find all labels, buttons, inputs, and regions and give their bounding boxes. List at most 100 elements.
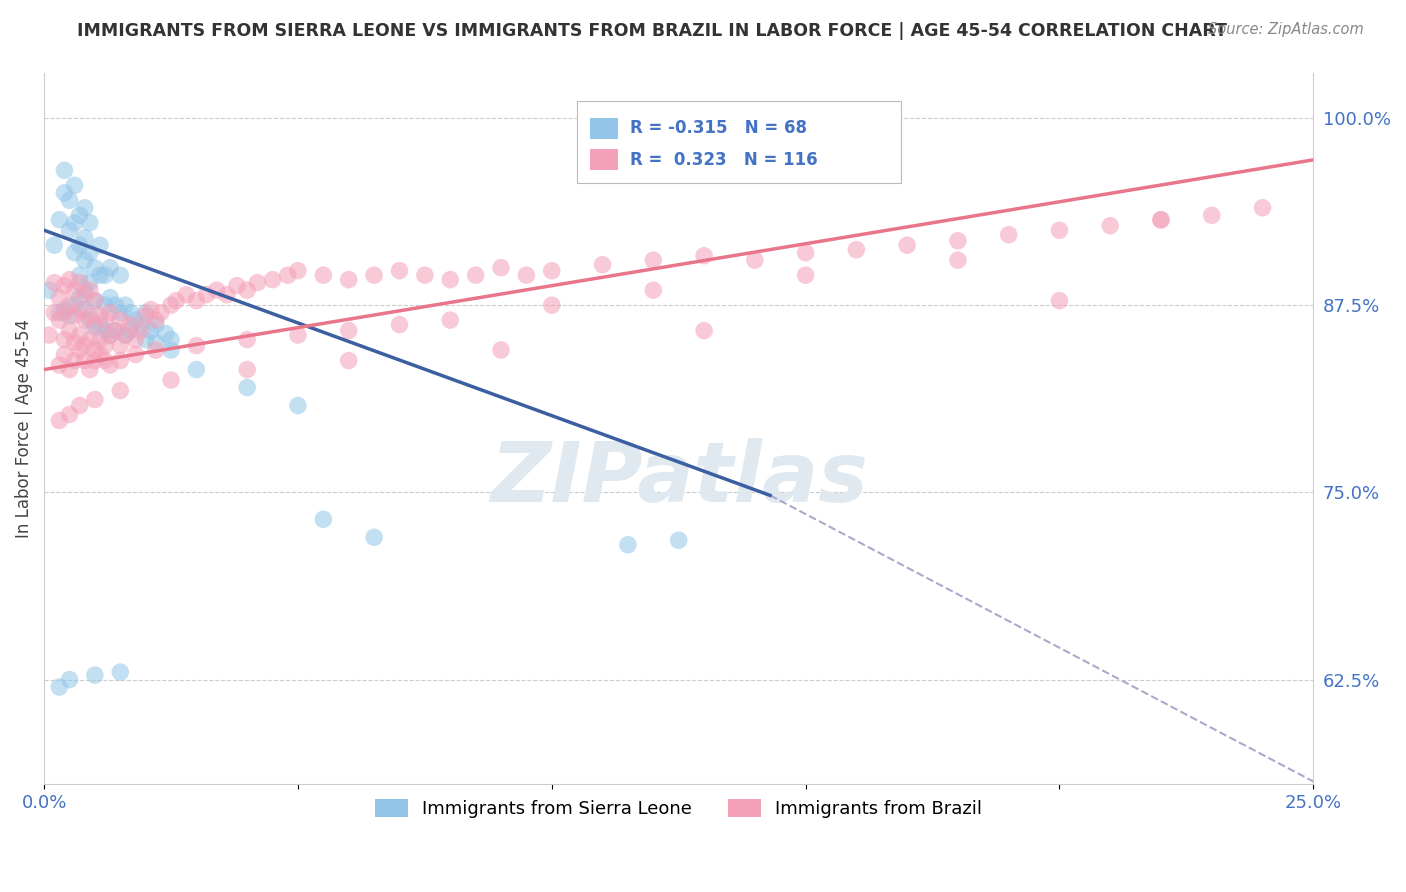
Point	[110, 268, 132, 282]
Point	[104, 324, 127, 338]
Point	[643, 253, 665, 268]
Point	[277, 268, 299, 282]
Point	[94, 353, 117, 368]
Point	[160, 298, 183, 312]
Point	[98, 328, 121, 343]
Point	[44, 276, 66, 290]
Point	[1251, 201, 1274, 215]
Point	[83, 293, 105, 308]
Point	[1049, 223, 1071, 237]
Point	[337, 324, 360, 338]
Point	[94, 268, 117, 282]
Point	[73, 283, 96, 297]
Point	[794, 268, 817, 282]
Text: ZIPatlas: ZIPatlas	[489, 438, 868, 519]
Point	[98, 291, 121, 305]
Point	[388, 318, 411, 332]
Point	[83, 293, 105, 308]
Legend: Immigrants from Sierra Leone, Immigrants from Brazil: Immigrants from Sierra Leone, Immigrants…	[368, 791, 990, 825]
Point	[83, 320, 105, 334]
Point	[89, 347, 111, 361]
Point	[94, 338, 117, 352]
Point	[98, 358, 121, 372]
Point	[63, 335, 86, 350]
Point	[69, 399, 91, 413]
Point	[165, 293, 187, 308]
Point	[44, 238, 66, 252]
Point	[58, 194, 80, 208]
Point	[98, 305, 121, 319]
Point	[129, 318, 152, 332]
Point	[1150, 212, 1173, 227]
Point	[53, 278, 76, 293]
Point	[160, 343, 183, 357]
Point	[98, 260, 121, 275]
Point	[195, 287, 218, 301]
Point	[129, 324, 152, 338]
Point	[53, 186, 76, 200]
Point	[83, 353, 105, 368]
Point	[79, 245, 101, 260]
Point	[48, 413, 70, 427]
Point	[58, 408, 80, 422]
Point	[540, 263, 562, 277]
Point	[186, 338, 208, 352]
Point	[287, 263, 309, 277]
Point	[83, 392, 105, 407]
Bar	[576, 102, 901, 183]
Text: R =  0.323   N = 116: R = 0.323 N = 116	[630, 151, 818, 169]
Point	[668, 533, 690, 548]
Point	[337, 353, 360, 368]
Point	[79, 313, 101, 327]
Point	[58, 362, 80, 376]
Point	[120, 324, 142, 338]
Point	[83, 668, 105, 682]
Point	[69, 208, 91, 222]
Point	[63, 178, 86, 193]
Point	[58, 673, 80, 687]
Point	[160, 373, 183, 387]
Point	[63, 298, 86, 312]
Point	[246, 276, 269, 290]
Point	[69, 343, 91, 357]
Point	[124, 333, 146, 347]
Point	[236, 283, 259, 297]
Point	[215, 287, 238, 301]
Point	[69, 328, 91, 343]
Point	[79, 309, 101, 323]
Point	[38, 328, 60, 343]
Text: R = -0.315   N = 68: R = -0.315 N = 68	[630, 120, 807, 137]
Point	[89, 318, 111, 332]
Point	[58, 273, 80, 287]
Point	[592, 258, 614, 272]
Point	[693, 324, 716, 338]
Point	[946, 234, 969, 248]
Point	[53, 305, 76, 319]
Point	[693, 249, 716, 263]
Point	[53, 163, 76, 178]
Point	[89, 268, 111, 282]
Point	[73, 338, 96, 352]
Point	[73, 302, 96, 317]
Point	[63, 309, 86, 323]
Point	[287, 399, 309, 413]
Point	[89, 333, 111, 347]
Point	[1150, 212, 1173, 227]
Point	[794, 245, 817, 260]
Point	[120, 318, 142, 332]
Point	[83, 318, 105, 332]
Point	[114, 298, 136, 312]
Point	[464, 268, 486, 282]
Point	[226, 278, 249, 293]
Point	[48, 212, 70, 227]
Point	[48, 358, 70, 372]
Bar	[591, 118, 617, 139]
Point	[63, 245, 86, 260]
Point	[174, 287, 197, 301]
Point	[79, 276, 101, 290]
Point	[946, 253, 969, 268]
Point	[1099, 219, 1122, 233]
Point	[643, 283, 665, 297]
Point	[135, 305, 157, 319]
Point	[53, 302, 76, 317]
